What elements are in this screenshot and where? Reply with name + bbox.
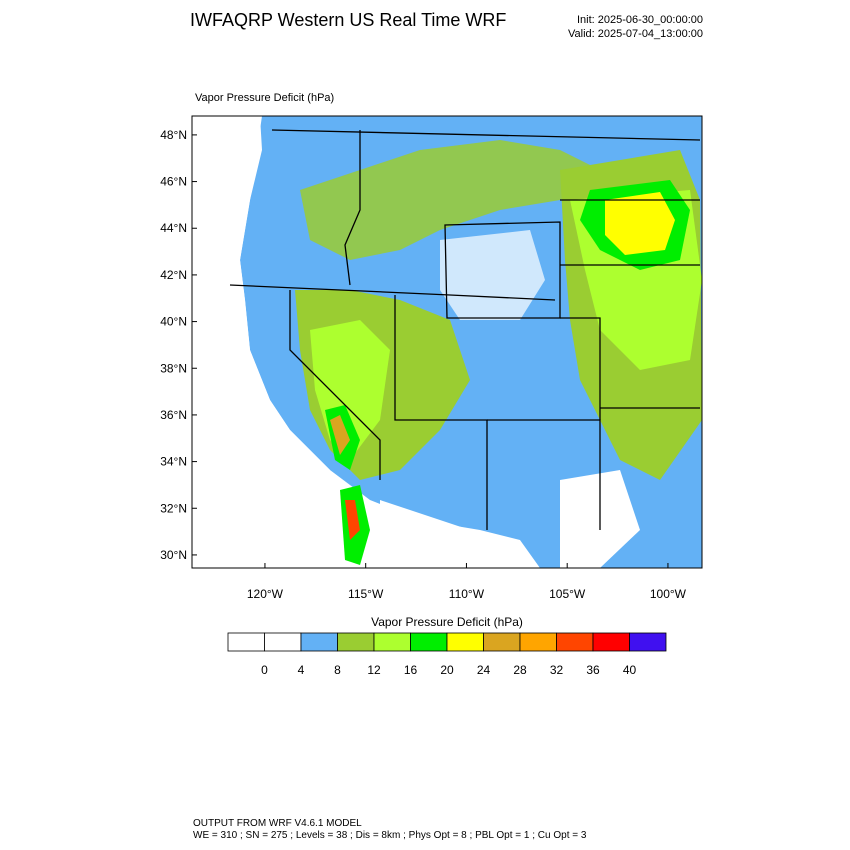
title: IWFAQRP Western US Real Time WRF bbox=[190, 10, 506, 30]
y-tick-label: 30°N bbox=[160, 548, 187, 562]
map-field bbox=[192, 116, 702, 568]
colorbar-title: Vapor Pressure Deficit (hPa) bbox=[371, 615, 523, 629]
colorbar-label: 16 bbox=[404, 663, 418, 677]
colorbar-label: 40 bbox=[623, 663, 637, 677]
colorbar-box bbox=[264, 632, 302, 652]
init-time: Init: 2025-06-30_00:00:00 bbox=[577, 14, 703, 26]
colorbar-box bbox=[410, 632, 448, 652]
colorbar-label: 4 bbox=[298, 663, 305, 677]
y-tick-label: 48°N bbox=[160, 128, 187, 142]
colorbar: 0 4 8 12 16 20 24 28 32 36 40 bbox=[227, 632, 667, 677]
y-tick-label: 46°N bbox=[160, 175, 187, 189]
colorbar-label: 12 bbox=[367, 663, 381, 677]
colorbar-box bbox=[337, 632, 375, 652]
map-frame bbox=[191, 115, 703, 569]
y-tick-label: 40°N bbox=[160, 315, 187, 329]
y-tick-label: 42°N bbox=[160, 268, 187, 282]
colorbar-box bbox=[629, 632, 667, 652]
y-tick-label: 44°N bbox=[160, 221, 187, 235]
y-tick-label: 32°N bbox=[160, 501, 187, 515]
colorbar-box bbox=[592, 632, 630, 652]
footer-line: WE = 310 ; SN = 275 ; Levels = 38 ; Dis … bbox=[193, 830, 587, 841]
colorbar-box bbox=[556, 632, 594, 652]
colorbar-label: 8 bbox=[334, 663, 341, 677]
colorbar-label: 28 bbox=[513, 663, 527, 677]
y-tick-label: 38°N bbox=[160, 361, 187, 375]
colorbar-label: 0 bbox=[261, 663, 268, 677]
colorbar-box bbox=[446, 632, 484, 652]
y-tick-label: 34°N bbox=[160, 455, 187, 469]
colorbar-box bbox=[227, 632, 265, 652]
x-tick-label: 110°W bbox=[449, 587, 485, 601]
x-tick-label: 100°W bbox=[650, 587, 687, 601]
field-label: Vapor Pressure Deficit (hPa) bbox=[195, 92, 334, 104]
y-tick-label: 36°N bbox=[160, 408, 187, 422]
x-tick-label: 105°W bbox=[549, 587, 586, 601]
colorbar-label: 36 bbox=[586, 663, 600, 677]
axis-ticks: 30°N 32°N 34°N 36°N 38°N 40°N 42°N 44°N 46°N 48°N… bbox=[160, 128, 687, 601]
colorbar-label: 20 bbox=[440, 663, 454, 677]
x-tick-label: 115°W bbox=[348, 587, 384, 601]
colorbar-label: 32 bbox=[550, 663, 564, 677]
x-tick-label: 120°W bbox=[247, 587, 284, 601]
colorbar-box bbox=[373, 632, 411, 652]
colorbar-box bbox=[300, 632, 338, 652]
footer-line: OUTPUT FROM WRF V4.6.1 MODEL bbox=[193, 818, 362, 829]
colorbar-box bbox=[483, 632, 521, 652]
valid-time: Valid: 2025-07-04_13:00:00 bbox=[568, 28, 703, 40]
colorbar-label: 24 bbox=[477, 663, 491, 677]
colorbar-box bbox=[519, 632, 557, 652]
